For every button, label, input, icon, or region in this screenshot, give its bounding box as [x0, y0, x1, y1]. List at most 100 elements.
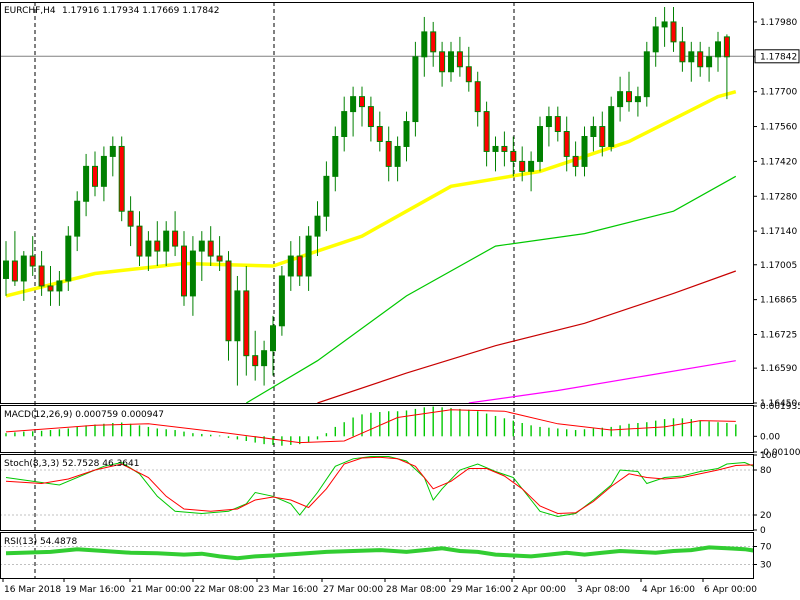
rsi-frame — [0, 532, 754, 579]
macd-label: MACD(12,26,9) 0.000759 0.000947 — [4, 410, 164, 420]
price-tick-label: 1.16865 — [760, 296, 797, 306]
candle — [385, 126, 392, 182]
candle-body — [403, 121, 410, 147]
candle — [439, 41, 446, 87]
time-tick-label: 29 Mar 16:00 — [451, 585, 511, 595]
price-panel[interactable]: EURCHF,H4 1.17916 1.17934 1.17669 1.1784… — [0, 6, 800, 409]
stochastic-panel[interactable]: Stoch(8,3,3) 52.7528 46.3641 100 80 20 0 — [0, 451, 800, 536]
candle — [270, 315, 276, 376]
candles — [3, 6, 730, 386]
candle-body — [216, 255, 223, 262]
candle — [3, 241, 9, 296]
candle-body — [29, 255, 36, 267]
candle — [359, 86, 365, 127]
candle-body — [367, 106, 374, 128]
candle-body — [181, 245, 187, 297]
candle — [207, 226, 214, 267]
price-tick-label: 1.17420 — [760, 157, 797, 167]
candle — [341, 96, 348, 152]
candle-body — [136, 225, 143, 257]
candle — [679, 26, 686, 72]
candle — [109, 136, 116, 177]
time-tick-label: 23 Mar 16:00 — [258, 585, 318, 595]
candle-body — [679, 41, 686, 63]
rsi-label: RSI(13) 54.4878 — [4, 537, 77, 547]
candle — [198, 231, 205, 281]
candle — [234, 275, 241, 386]
stochastic-main-line — [5, 456, 753, 518]
candle-body — [109, 145, 116, 157]
time-tick-label: 2 Apr 00:00 — [513, 585, 566, 595]
stochastic-levels — [0, 469, 753, 516]
macd-tick-label: -0.001002 — [760, 448, 800, 458]
candle-body — [11, 260, 18, 282]
rsi-panel[interactable]: RSI(13) 54.4878 70 30 — [0, 537, 800, 571]
macd-tick-label: 0.00 — [760, 432, 780, 442]
candle — [403, 111, 410, 162]
chart-header-ohlc: 1.17916 1.17934 1.17669 1.17842 — [62, 6, 219, 16]
candle-body — [421, 31, 428, 58]
candle — [154, 221, 161, 267]
candle-body — [430, 31, 437, 53]
candle — [412, 41, 419, 137]
stochastic-frame — [0, 454, 754, 531]
stochastic-label: Stoch(8,3,3) 52.7528 46.3641 — [4, 459, 139, 469]
candle-body — [439, 51, 446, 73]
candle — [305, 226, 312, 291]
candle — [697, 41, 704, 77]
candle-body — [474, 81, 481, 113]
candle-body — [278, 275, 285, 327]
candle-body — [323, 175, 330, 217]
macd-panel[interactable]: MACD(12,26,9) 0.000759 0.000947 0.001935… — [4, 402, 800, 458]
candle-body — [305, 235, 312, 277]
moving-averages — [5, 90, 737, 403]
candle-body — [332, 135, 339, 177]
rsi-line — [5, 545, 753, 561]
candle-body — [634, 96, 641, 103]
time-tick-label: 28 Mar 08:00 — [386, 585, 446, 595]
candle — [65, 226, 72, 291]
candle-body — [127, 210, 134, 227]
candle — [47, 266, 54, 306]
time-tick-label: 16 Mar 2018 — [4, 585, 61, 595]
candle — [11, 231, 18, 286]
candle — [136, 211, 143, 267]
candle-body — [670, 21, 677, 43]
candle-body — [715, 41, 721, 58]
candle — [261, 340, 268, 386]
candle-body — [723, 36, 730, 58]
candle — [314, 201, 321, 257]
candle — [172, 211, 179, 257]
ma-line-slowest — [468, 360, 736, 403]
candle-body — [100, 155, 107, 187]
candle — [501, 131, 508, 167]
candle-body — [572, 155, 579, 167]
candle-body — [65, 235, 72, 282]
candle — [465, 46, 472, 92]
time-tick-label: 6 Apr 00:00 — [704, 585, 757, 595]
candle — [652, 16, 659, 67]
candle — [670, 6, 677, 52]
candle-body — [243, 290, 250, 357]
candle-body — [626, 91, 632, 103]
candle-body — [92, 165, 98, 187]
candle-body — [483, 111, 490, 152]
candle — [617, 76, 624, 122]
macd-plot — [5, 406, 737, 446]
candle — [367, 96, 374, 142]
candle-body — [706, 56, 713, 68]
candle — [545, 106, 552, 147]
candle-body — [510, 150, 517, 162]
candle — [332, 126, 339, 192]
macd-tick-label: 0.001935 — [760, 402, 800, 412]
price-tick-label: 1.16590 — [760, 364, 797, 374]
candle — [572, 141, 579, 177]
candle-body — [448, 51, 454, 73]
candle-body — [225, 260, 232, 342]
rsi-plot — [5, 545, 753, 561]
candle — [29, 236, 36, 276]
candle — [145, 231, 152, 271]
candle — [118, 136, 125, 222]
candle-body — [697, 51, 704, 68]
